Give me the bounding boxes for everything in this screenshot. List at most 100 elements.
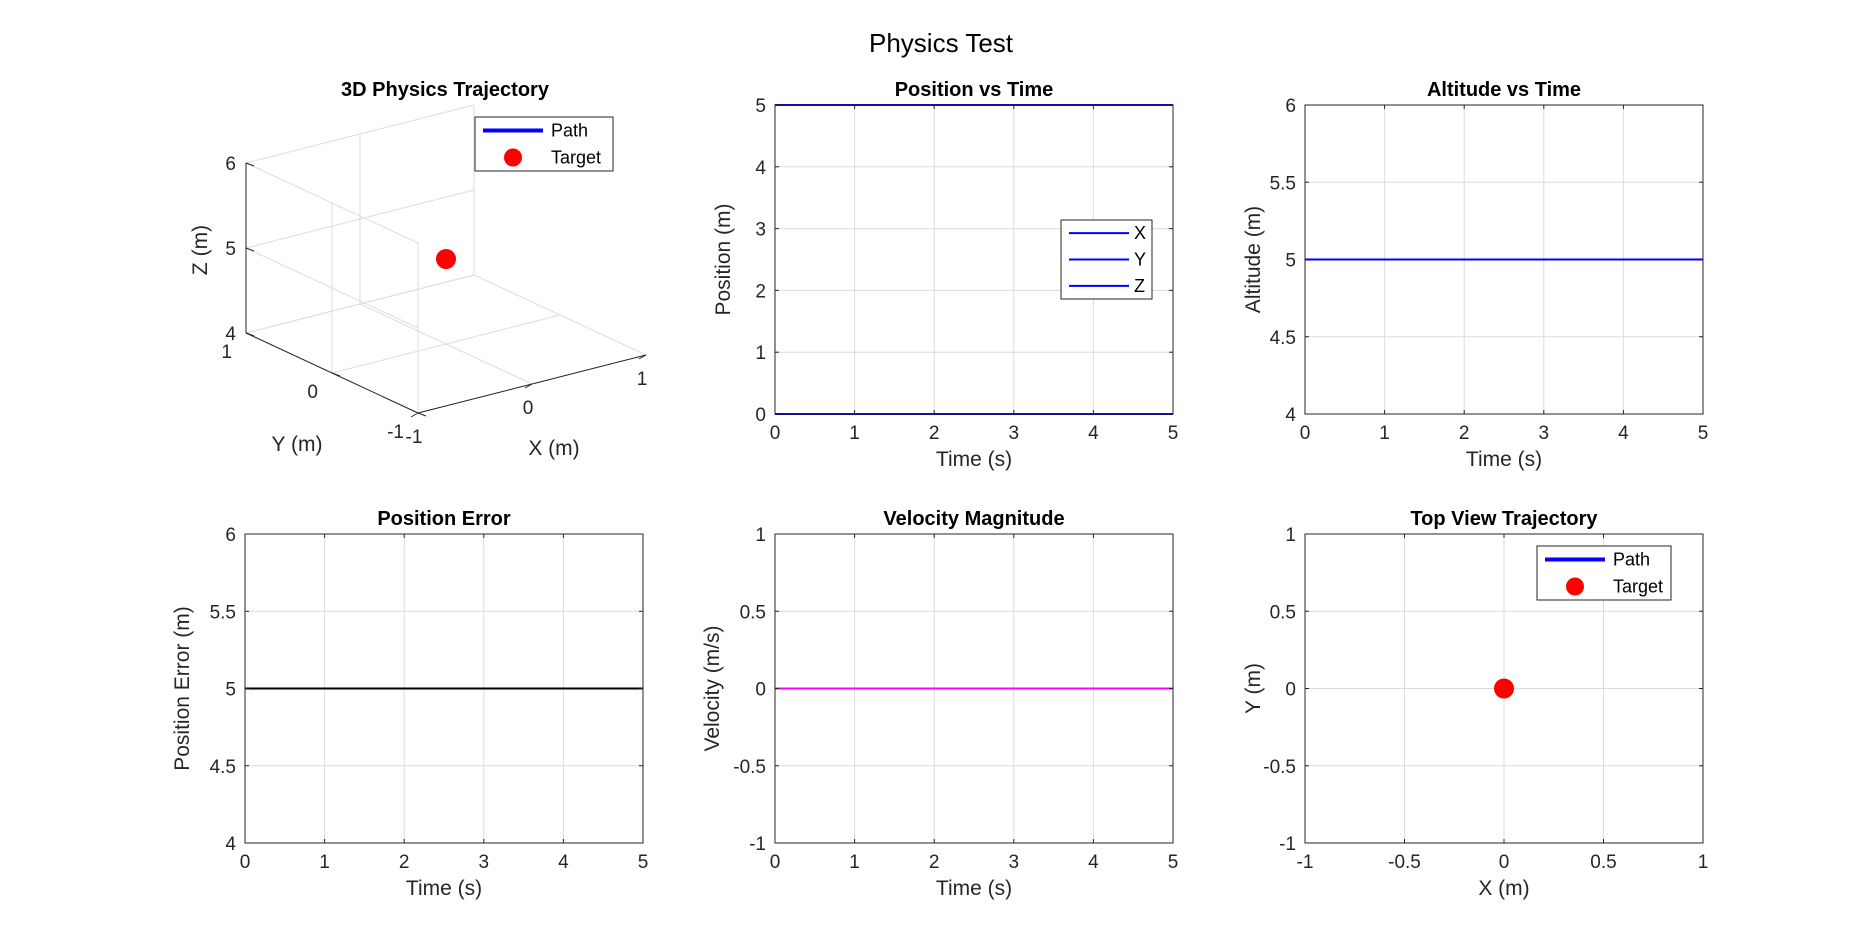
z-tick-label: 4 — [225, 324, 236, 345]
legend: Path Target — [1536, 545, 1672, 601]
x-tick-label: 1 — [1698, 852, 1709, 873]
subplot-title: Velocity Magnitude — [883, 508, 1064, 530]
y-tick-label: 0 — [755, 680, 766, 701]
x-tick-label: -1 — [406, 427, 423, 448]
x-tick-label: 1 — [849, 852, 860, 873]
y-axis-label: Position (m) — [712, 203, 735, 315]
legend-entry-label: X — [1134, 223, 1146, 243]
alt-plot: 0 1 2 3 4 5 4 4.5 5 5.5 6 Altitude vs Time Time (s) A… — [1242, 79, 1708, 471]
y-tick-label: 2 — [755, 281, 766, 302]
x-tick-label: 0 — [1300, 423, 1311, 444]
x-axis-label: X (m) — [1478, 877, 1529, 900]
target-marker — [1494, 678, 1514, 699]
x-tick-label: -1 — [1297, 852, 1314, 873]
y-axis-label: Altitude (m) — [1242, 206, 1265, 313]
x-tick-label: 5 — [638, 852, 649, 873]
x-tick-label: 3 — [479, 852, 490, 873]
z-tick-label: 6 — [225, 154, 236, 175]
grid-line — [245, 189, 475, 249]
x-tick-label: 3 — [1009, 423, 1020, 444]
y-tick-label: 6 — [1285, 96, 1296, 117]
y-tick-label: 1 — [755, 525, 766, 546]
y-tick-label: 3 — [755, 220, 766, 241]
x-tick-label: 0 — [240, 852, 251, 873]
z-tick-label: 5 — [225, 239, 236, 260]
x-tick-label: 2 — [1459, 423, 1470, 444]
legend-entry-label: Z — [1134, 276, 1145, 296]
y-tick-label: 5.5 — [1270, 173, 1296, 194]
x-axis-label: Time (s) — [1466, 448, 1542, 471]
y-tick-label: 6 — [225, 525, 236, 546]
legend: Path Target — [474, 116, 614, 172]
x-tick-mark — [638, 354, 647, 360]
legend-entry-label: Target — [551, 148, 601, 168]
x-tick-label: 4 — [1088, 423, 1099, 444]
x-tick-label: 1 — [1379, 423, 1390, 444]
x-tick-label: 1 — [319, 852, 330, 873]
grid-line — [245, 247, 419, 329]
y-tick-label: 1 — [755, 343, 766, 364]
y-axis-label: Y (m) — [272, 433, 323, 456]
subplot-title: Position Error — [377, 508, 511, 530]
figure-title: Physics Test — [869, 28, 1014, 58]
vel-plot: 0 1 2 3 4 5 -1 -0.5 0 0.5 1 Velocity Magnitude Time … — [701, 508, 1178, 900]
y-tick-label: -0.5 — [733, 757, 766, 778]
y-tick-label: 4.5 — [1270, 328, 1296, 349]
grid-line — [331, 314, 561, 374]
y-tick-label: -1 — [1279, 834, 1296, 855]
legend-entry-label: Target — [1613, 577, 1663, 597]
x-tick-label: 0 — [1499, 852, 1510, 873]
x-tick-label: 4 — [1618, 423, 1629, 444]
x-tick-label: 2 — [929, 852, 940, 873]
top-plot: -1 -0.5 0 0.5 1 -1 -0.5 0 0.5 1 Top View Trajector… — [1242, 508, 1708, 900]
x-tick-label: 0 — [523, 398, 534, 419]
y-tick-mark — [417, 412, 427, 417]
x-tick-label: 1 — [849, 423, 860, 444]
axes-box — [774, 104, 1174, 415]
x-tick-label: 3 — [1009, 852, 1020, 873]
x-tick-mark — [410, 412, 419, 418]
x-axis-label: Time (s) — [406, 877, 482, 900]
x-tick-label: 5 — [1698, 423, 1709, 444]
x-axis-label: X (m) — [528, 437, 579, 460]
x-tick-label: 3 — [1539, 423, 1550, 444]
y-tick-label: 5 — [225, 680, 236, 701]
y-tick-label: 4.5 — [210, 757, 236, 778]
y-tick-label: 1 — [221, 342, 232, 363]
y-tick-label: 0 — [1285, 680, 1296, 701]
y-axis-label: Y (m) — [1242, 663, 1265, 714]
pos-plot: 0 1 2 3 4 5 0 1 2 3 4 5 Position vs Time Time (s) Posi… — [712, 79, 1178, 471]
y-axis-label: Velocity (m/s) — [701, 625, 724, 751]
grid-line — [245, 104, 475, 164]
x-tick-label: 1 — [637, 369, 648, 390]
x-axis-label: Time (s) — [936, 877, 1012, 900]
y-axis-label: Position Error (m) — [171, 606, 194, 771]
y-tick-label: 4 — [1285, 405, 1296, 426]
subplot-title: Altitude vs Time — [1427, 79, 1581, 101]
x-tick-label: 2 — [929, 423, 940, 444]
y-tick-label: 1 — [1285, 525, 1296, 546]
y-tick-label: 0.5 — [1270, 602, 1296, 623]
target-marker — [436, 249, 456, 269]
y-tick-mark — [331, 372, 341, 377]
y-tick-label: 0.5 — [740, 602, 766, 623]
x-tick-label: 2 — [399, 852, 410, 873]
y-tick-label: 0 — [755, 405, 766, 426]
y-tick-label: 4 — [225, 834, 236, 855]
y-tick-label: 5.5 — [210, 602, 236, 623]
z-tick-mark — [245, 332, 255, 337]
legend-box — [474, 116, 614, 172]
z-axis-label: Z (m) — [189, 225, 212, 275]
subplot-title: Position vs Time — [895, 79, 1054, 101]
x-tick-label: 4 — [1088, 852, 1099, 873]
legend-entry-label: Y — [1134, 250, 1146, 270]
x-tick-label: 5 — [1168, 423, 1179, 444]
grid-line — [245, 274, 475, 334]
x-tick-label: 0.5 — [1590, 852, 1616, 873]
legend: XYZ — [1060, 219, 1153, 300]
x-tick-mark — [524, 383, 533, 389]
x-tick-label: 4 — [558, 852, 569, 873]
y-tick-label: -1 — [749, 834, 766, 855]
z-tick-mark — [245, 162, 255, 167]
